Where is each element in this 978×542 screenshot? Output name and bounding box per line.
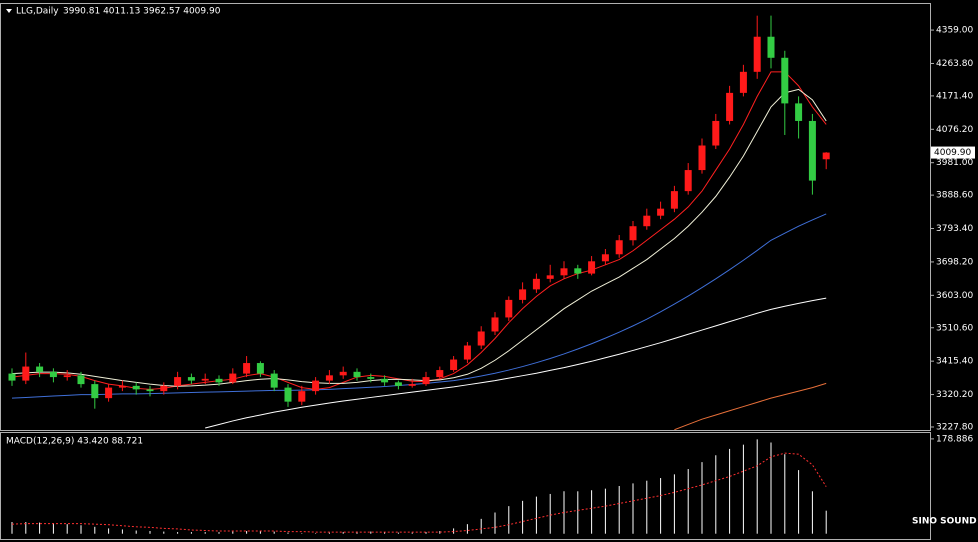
last-price-label: 4009.90 xyxy=(934,148,971,158)
candle-body xyxy=(367,377,375,379)
macd-frame xyxy=(0,432,931,540)
watermark: SINO SOUND xyxy=(912,517,977,527)
y-tick-label: 3603.00 xyxy=(936,291,973,301)
candle-body xyxy=(477,331,485,346)
candle-body xyxy=(118,385,126,388)
y-tick-label: 3510.60 xyxy=(936,323,973,333)
candle-body xyxy=(753,36,761,72)
candle-body xyxy=(574,268,582,274)
candle-body xyxy=(822,152,830,160)
candle-body xyxy=(422,377,430,385)
candle-body xyxy=(712,120,720,146)
candle-body xyxy=(739,71,747,93)
y-tick-label: 4359.00 xyxy=(936,26,973,36)
y-tick-label: 3415.40 xyxy=(936,357,973,367)
candle-body xyxy=(105,387,113,399)
y-tick-label: 4171.40 xyxy=(936,91,973,101)
candle-body xyxy=(629,226,637,241)
candle-body xyxy=(256,363,264,374)
y-tick-label: 3888.60 xyxy=(936,191,973,201)
candle-body xyxy=(615,240,623,255)
candle-body xyxy=(588,261,596,274)
candle-body xyxy=(215,378,223,383)
y-tick-label: 3320.20 xyxy=(936,390,973,400)
candle-body xyxy=(560,268,568,276)
candle-body xyxy=(22,366,30,381)
macd-title: MACD(12,26,9) 43.420 88.721 xyxy=(6,437,143,447)
candle-body xyxy=(229,373,237,383)
candle-body xyxy=(795,103,803,121)
candle-body xyxy=(49,371,57,378)
candle-body xyxy=(8,373,16,381)
last-price-box xyxy=(931,146,975,159)
indicator-line xyxy=(674,382,827,430)
candle-body xyxy=(201,378,209,381)
symbol: LLG,Daily xyxy=(16,7,59,17)
candle-body xyxy=(767,36,775,58)
candle-body xyxy=(643,215,651,227)
candle-body xyxy=(505,299,513,318)
candle-body xyxy=(91,384,99,399)
candle-body xyxy=(491,317,499,332)
candle-body xyxy=(243,363,251,374)
candle-body xyxy=(312,380,320,392)
indicator-line xyxy=(11,213,827,399)
candle-body xyxy=(601,254,609,262)
y-tick-label: 3227.80 xyxy=(936,422,973,432)
candle-body xyxy=(381,378,389,383)
candle-body xyxy=(657,208,665,216)
ohlc: 3990.81 4011.13 3962.57 4009.90 xyxy=(63,7,221,17)
candle-body xyxy=(726,92,734,121)
y-tick-label: 3698.20 xyxy=(936,257,973,267)
candle-body xyxy=(532,278,540,290)
candle-body xyxy=(436,370,444,378)
indicator-line xyxy=(205,297,827,429)
candle-body xyxy=(450,359,458,371)
y-tick-label: 3981.00 xyxy=(936,158,973,168)
candle-body xyxy=(160,385,168,392)
candle-body xyxy=(463,345,471,360)
candle-body xyxy=(339,371,347,376)
candle-body xyxy=(394,382,402,386)
main-frame xyxy=(0,3,931,431)
candle-body xyxy=(132,385,140,390)
candle-body xyxy=(408,384,416,386)
candle-body xyxy=(174,377,182,386)
candle-body xyxy=(519,289,527,300)
candle-body xyxy=(187,377,195,381)
candle-body xyxy=(284,387,292,402)
candle-body xyxy=(77,375,85,385)
y-tick-label: 4263.80 xyxy=(936,59,973,69)
y-tick-label: 4076.20 xyxy=(936,125,973,135)
y-tick-label: 3793.40 xyxy=(936,224,973,234)
y-tick-label: 178.886 xyxy=(936,434,973,444)
candle-body xyxy=(325,375,333,381)
candle-body xyxy=(270,373,278,388)
candle-body xyxy=(781,57,789,104)
candle-body xyxy=(670,191,678,209)
candle-body xyxy=(36,366,44,372)
indicator-line xyxy=(11,88,827,387)
candle-body xyxy=(63,375,71,378)
candle-body xyxy=(546,275,554,279)
indicator-line xyxy=(11,71,827,390)
candle-body xyxy=(808,120,816,181)
candle-body xyxy=(684,170,692,192)
candle-body xyxy=(298,391,306,402)
candle-body xyxy=(146,389,154,392)
candle-body xyxy=(698,145,706,171)
candle-body xyxy=(353,371,361,378)
menu-arrow[interactable] xyxy=(6,9,12,13)
